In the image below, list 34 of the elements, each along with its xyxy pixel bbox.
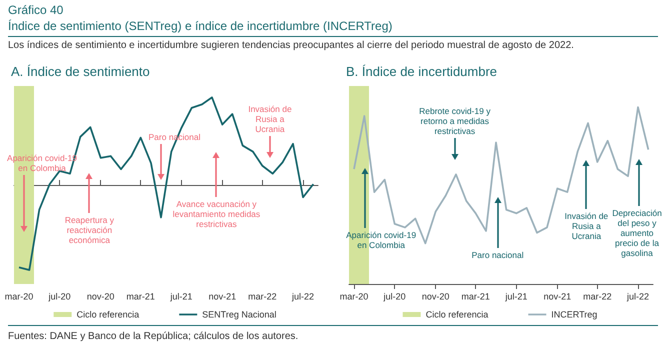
x-tick-label: mar-20 xyxy=(4,292,34,302)
legend-label: Ciclo referencia xyxy=(76,310,140,320)
x-tick-label: nov-21 xyxy=(208,292,236,302)
legend-label: SENTreg Nacional xyxy=(202,310,276,320)
annotation: Paro nacional xyxy=(470,250,525,260)
x-tick-label: nov-20 xyxy=(422,292,450,302)
legend-label: INCERTreg xyxy=(551,310,598,320)
x-tick-label: jul-20 xyxy=(382,292,406,302)
x-tick-label: jul-21 xyxy=(169,292,192,302)
x-tick-label: nov-20 xyxy=(86,292,114,302)
chart-title: A. Índice de sentimiento xyxy=(11,64,150,79)
x-tick-label: mar-20 xyxy=(340,292,368,302)
source-note: Fuentes: DANE y Banco de la República; cálculos de los autores. xyxy=(8,331,298,342)
chart-title: B. Índice de incertidumbre xyxy=(346,64,498,79)
annotation: Aparición covid-19 en Colombia xyxy=(345,230,418,250)
annotation: Invasión de Rusia a Ucrania xyxy=(564,211,608,242)
x-tick-label: mar-22 xyxy=(248,292,277,302)
x-tick-label: nov-21 xyxy=(544,292,572,302)
text: Índice de sentimiento (SENTreg) e índice de incertidumbre (INCERTreg) xyxy=(8,19,392,33)
x-tick-label: jul-20 xyxy=(48,292,71,302)
text: Gráfico 40 xyxy=(8,3,64,17)
legend-label: Ciclo referencia xyxy=(426,310,488,320)
annotation: Depreciación del peso y aumento precio de la gasolina xyxy=(611,208,663,258)
annotation: Invasión de Rusia a Ucrania xyxy=(247,104,293,134)
annotation: Reapertura y reactivación económica xyxy=(64,215,115,246)
x-tick-label: mar-21 xyxy=(126,292,155,302)
x-tick-label: mar-21 xyxy=(461,292,490,302)
annotation: Rebrote covid-19 y retorno a medidas restrictivas xyxy=(418,106,491,136)
x-tick-label: jul-22 xyxy=(626,292,650,302)
text: Los índices de sentimiento e incertidumbre sugieren tendencias preocupantes al cierre del periodo muestral de agosto de 2022. xyxy=(8,40,574,51)
annotation: Avance vacunación y levantamiento medidas restrictivas xyxy=(172,198,262,229)
x-tick-label: jul-21 xyxy=(504,292,528,302)
x-tick-label: jul-22 xyxy=(290,292,314,302)
x-tick-label: mar-22 xyxy=(583,292,612,302)
